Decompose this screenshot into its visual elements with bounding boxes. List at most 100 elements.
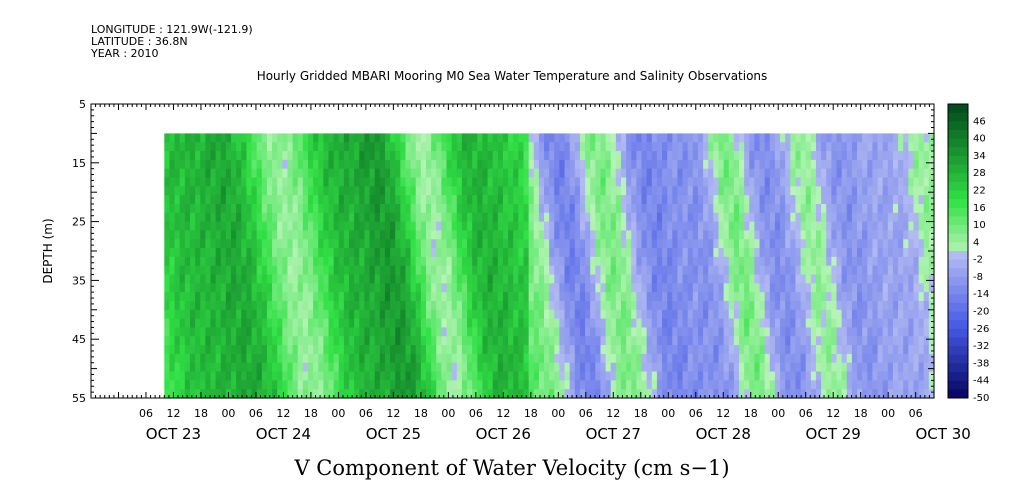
heatmap-cell <box>174 133 181 143</box>
heatmap-cell <box>651 248 658 258</box>
heatmap-cell <box>851 371 858 381</box>
heatmap-cell <box>815 239 822 249</box>
y-tick-label: 25 <box>72 216 86 229</box>
heatmap-cell <box>672 309 679 320</box>
heatmap-cell <box>431 362 437 373</box>
heatmap-cell <box>703 203 709 214</box>
heatmap-cell <box>867 168 874 179</box>
heatmap-cell <box>872 274 879 284</box>
heatmap-cell <box>246 168 253 179</box>
heatmap-cell <box>164 230 171 240</box>
heatmap-cell <box>323 221 330 232</box>
heatmap-cell <box>810 327 817 337</box>
heatmap-cell <box>646 230 653 240</box>
heatmap-cell <box>446 177 453 187</box>
heatmap-cell <box>692 133 699 143</box>
heatmap-cell <box>256 345 263 355</box>
heatmap-cell <box>867 353 874 364</box>
heatmap-cell <box>313 327 319 337</box>
heatmap-cell <box>174 248 181 258</box>
heatmap-cell <box>225 371 232 381</box>
heatmap-cell <box>472 195 478 205</box>
heatmap-cell <box>497 345 504 355</box>
heatmap-cell <box>667 309 673 320</box>
heatmap-cell <box>821 230 827 240</box>
heatmap-cell <box>887 345 894 355</box>
heatmap-cell <box>795 380 802 390</box>
heatmap-cell <box>651 221 658 232</box>
heatmap-cell <box>384 283 391 293</box>
heatmap-cell <box>200 203 206 214</box>
heatmap-cell <box>446 256 453 267</box>
heatmap-cell <box>246 195 253 205</box>
heatmap-cell <box>477 292 484 302</box>
heatmap-cell <box>456 362 463 373</box>
heatmap-cell <box>400 371 407 381</box>
heatmap-cell <box>241 203 247 214</box>
heatmap-cell <box>472 212 478 223</box>
heatmap-cell <box>764 159 771 170</box>
heatmap-cell <box>713 389 720 399</box>
heatmap-cell <box>405 362 412 373</box>
heatmap-cell <box>415 159 422 170</box>
heatmap-cell <box>703 239 709 249</box>
heatmap-cell <box>354 186 360 196</box>
heatmap-cell <box>287 142 294 152</box>
heatmap-cell <box>682 221 689 232</box>
heatmap-cell <box>836 239 843 249</box>
heatmap-cell <box>184 274 191 284</box>
heatmap-cell <box>790 186 797 196</box>
heatmap-cell <box>544 159 550 170</box>
heatmap-cell <box>687 203 694 214</box>
heatmap-cell <box>877 371 884 381</box>
heatmap-cell <box>200 380 206 390</box>
heatmap-cell <box>605 195 612 205</box>
heatmap-cell <box>708 327 714 337</box>
heatmap-cell <box>687 142 694 152</box>
heatmap-cell <box>482 195 489 205</box>
heatmap-cell <box>379 362 386 373</box>
heatmap-cell <box>672 300 679 311</box>
heatmap-cell <box>436 203 442 214</box>
heatmap-cell <box>544 380 550 390</box>
heatmap-cell <box>538 380 545 390</box>
heatmap-cell <box>333 309 340 320</box>
heatmap-cell <box>200 371 206 381</box>
heatmap-cell <box>431 186 437 196</box>
heatmap-cell <box>739 256 745 267</box>
heatmap-cell <box>518 133 525 143</box>
heatmap-cell <box>441 318 448 329</box>
heatmap-cell <box>862 177 868 187</box>
heatmap-cell <box>400 212 407 223</box>
heatmap-cell <box>636 380 643 390</box>
heatmap-cell <box>426 256 432 267</box>
heatmap-cell <box>200 292 206 302</box>
heatmap-cell <box>554 318 561 329</box>
heatmap-cell <box>605 292 612 302</box>
heatmap-cell <box>882 151 889 161</box>
heatmap-cell <box>523 300 530 311</box>
heatmap-cell <box>410 230 417 240</box>
heatmap-cell <box>164 380 171 390</box>
heatmap-cell <box>318 318 324 329</box>
heatmap-cell <box>877 362 884 373</box>
heatmap-cell <box>266 212 273 223</box>
heatmap-cell <box>436 362 442 373</box>
heatmap-cell <box>456 353 463 364</box>
heatmap-cell <box>882 380 889 390</box>
heatmap-cell <box>164 362 171 373</box>
heatmap-cell <box>246 133 253 143</box>
heatmap-cell <box>564 389 571 399</box>
heatmap-cell <box>205 389 212 399</box>
heatmap-cell <box>672 212 679 223</box>
heatmap-cell <box>713 195 720 205</box>
heatmap-cell <box>826 283 832 293</box>
heatmap-cell <box>790 265 797 276</box>
heatmap-cell <box>307 212 314 223</box>
heatmap-cell <box>266 318 273 329</box>
heatmap-cell <box>908 151 915 161</box>
heatmap-cell <box>559 327 566 337</box>
heatmap-cell <box>769 248 776 258</box>
heatmap-cell <box>487 142 494 152</box>
heatmap-cell <box>538 212 545 223</box>
